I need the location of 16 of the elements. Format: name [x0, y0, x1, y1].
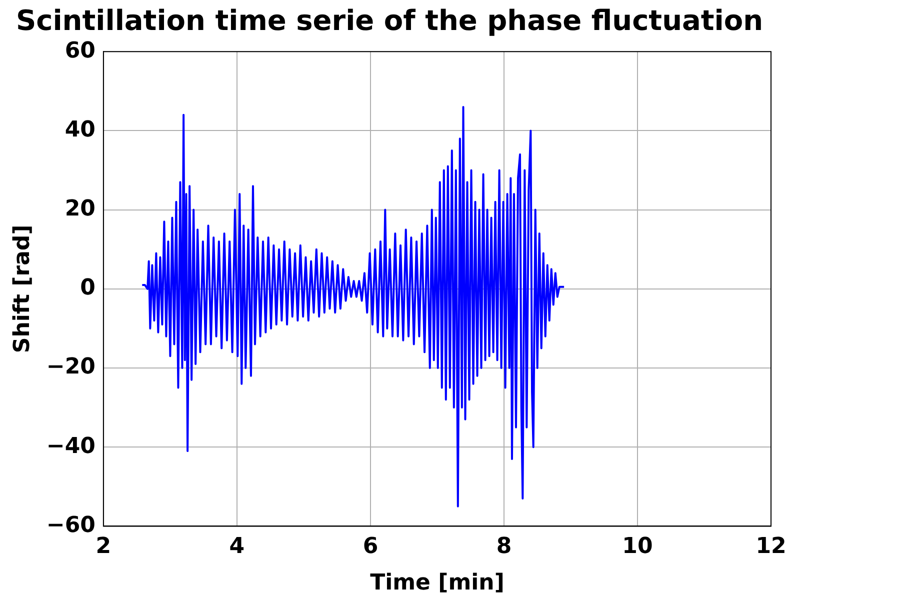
- x-tick-label: 12: [756, 534, 786, 560]
- y-tick-label: 60: [64, 38, 96, 64]
- x-tick-label: 4: [229, 534, 245, 560]
- y-tick-label: 0: [80, 276, 96, 301]
- y-tick-label: −40: [46, 434, 96, 459]
- y-tick-label: −20: [46, 354, 96, 380]
- x-tick-label: 6: [362, 534, 378, 560]
- x-tick-label: 8: [496, 534, 512, 560]
- chart-title: Scintillation time serie of the phase fluctuation: [16, 4, 764, 38]
- y-axis-title: Shift [rad]: [10, 224, 35, 354]
- y-tick-label: −60: [46, 512, 96, 538]
- x-tick-label: 10: [622, 534, 653, 560]
- y-tick-label: 20: [64, 196, 96, 222]
- x-axis-title: Time [min]: [370, 570, 504, 596]
- x-tick-label: 2: [96, 534, 112, 560]
- y-tick-label: 40: [64, 117, 96, 142]
